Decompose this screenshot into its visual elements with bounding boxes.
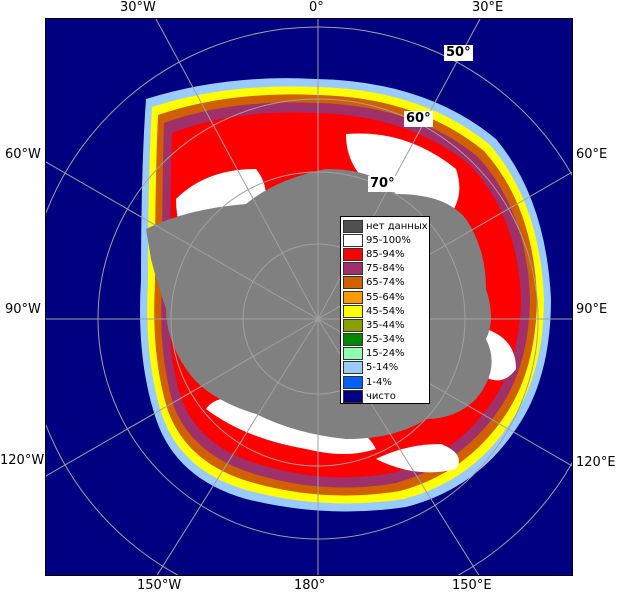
legend-label: 35-44% bbox=[366, 319, 405, 331]
legend-swatch bbox=[343, 333, 363, 347]
legend-item: чисто bbox=[343, 389, 429, 403]
legend-swatch bbox=[343, 233, 363, 247]
legend-item: 85-94% bbox=[343, 247, 429, 261]
lon-label-30e: 30°E bbox=[472, 0, 504, 15]
ice-patch-white bbox=[346, 133, 460, 219]
legend-swatch bbox=[343, 347, 363, 361]
legend-label: чисто bbox=[366, 390, 396, 402]
legend-swatch bbox=[343, 219, 363, 233]
legend-item: нет данных bbox=[343, 219, 429, 233]
map-canvas bbox=[46, 19, 572, 575]
lat-label-70: 70° bbox=[368, 176, 397, 192]
lon-label-150w: 150°W bbox=[137, 578, 182, 593]
legend-label: 1-4% bbox=[366, 376, 392, 388]
legend-item: 25-34% bbox=[343, 333, 429, 347]
lon-label-60w: 60°W bbox=[5, 147, 41, 162]
legend-swatch bbox=[343, 304, 363, 318]
lon-label-120e: 120°E bbox=[576, 455, 616, 470]
legend-label: 95-100% bbox=[366, 234, 411, 246]
legend-item: 95-100% bbox=[343, 233, 429, 247]
legend-swatch bbox=[343, 389, 363, 403]
legend-item: 35-44% bbox=[343, 318, 429, 332]
ice-patch-white bbox=[376, 444, 459, 473]
lon-label-60e: 60°E bbox=[576, 147, 608, 162]
legend-item: 5-14% bbox=[343, 361, 429, 375]
legend-item: 55-64% bbox=[343, 290, 429, 304]
legend-label: 55-64% bbox=[366, 291, 405, 303]
lat-label-50: 50° bbox=[444, 45, 473, 61]
legend-label: нет данных bbox=[366, 220, 428, 232]
lon-label-120w: 120°W bbox=[0, 453, 45, 468]
legend-item: 15-24% bbox=[343, 347, 429, 361]
legend-item: 1-4% bbox=[343, 375, 429, 389]
lon-label-180: 180° bbox=[294, 578, 326, 593]
legend-swatch bbox=[343, 375, 363, 389]
legend-label: 5-14% bbox=[366, 362, 399, 374]
lon-label-90e: 90°E bbox=[576, 302, 608, 317]
legend-swatch bbox=[343, 361, 363, 375]
legend-swatch bbox=[343, 262, 363, 276]
legend-label: 75-84% bbox=[366, 263, 405, 275]
legend-swatch bbox=[343, 290, 363, 304]
legend-swatch bbox=[343, 276, 363, 290]
legend-label: 65-74% bbox=[366, 277, 405, 289]
lon-label-30w: 30°W bbox=[120, 0, 156, 15]
lon-label-0: 0° bbox=[309, 0, 324, 15]
lon-label-90w: 90°W bbox=[5, 302, 41, 317]
legend-item: 75-84% bbox=[343, 262, 429, 276]
legend-item: 45-54% bbox=[343, 304, 429, 318]
legend-swatch bbox=[343, 247, 363, 261]
legend-label: 45-54% bbox=[366, 305, 405, 317]
lat-label-60: 60° bbox=[404, 111, 433, 127]
lon-label-150e: 150°E bbox=[452, 578, 492, 593]
legend-label: 85-94% bbox=[366, 248, 405, 260]
legend-swatch bbox=[343, 318, 363, 332]
legend-item: 65-74% bbox=[343, 276, 429, 290]
legend-label: 15-24% bbox=[366, 348, 405, 360]
legend: нет данных 95-100% 85-94% 75-84% 65-74% 55-64… bbox=[340, 216, 430, 404]
sea-ice-map bbox=[45, 18, 573, 576]
legend-label: 25-34% bbox=[366, 334, 405, 346]
